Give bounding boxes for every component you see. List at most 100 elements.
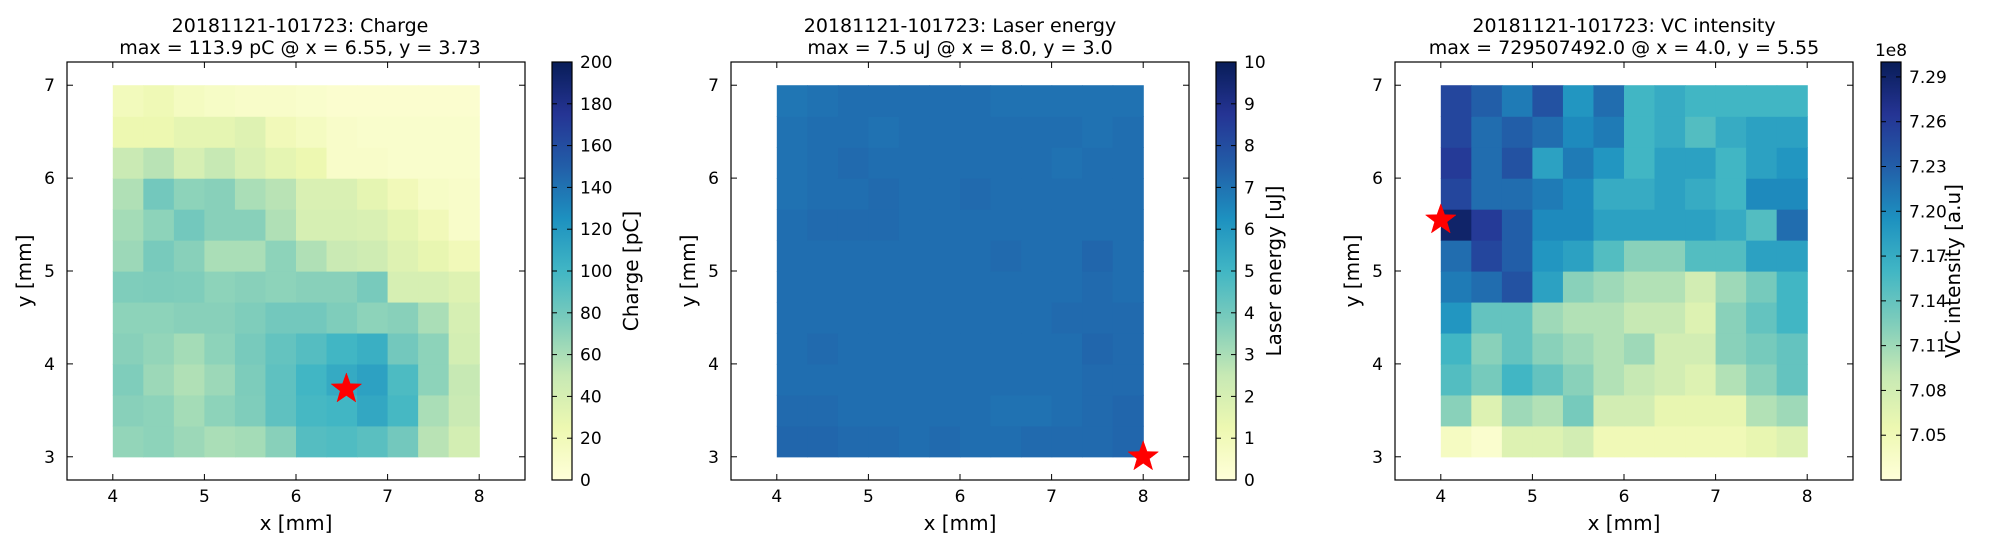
chart-title: 20181121-101723: Laser energy xyxy=(804,15,1116,37)
y-tick-label: 7 xyxy=(708,76,719,96)
heatmap-cell xyxy=(1746,85,1778,117)
heatmap-cell xyxy=(1715,240,1747,272)
heatmap-cell xyxy=(204,363,236,396)
heatmap-cell xyxy=(868,209,900,241)
y-axis-label: y [mm] xyxy=(1340,235,1364,308)
heatmap-cell xyxy=(1051,178,1083,210)
heatmap-cell xyxy=(837,301,869,334)
y-tick-label: 5 xyxy=(44,262,55,282)
heatmap-cell xyxy=(173,116,205,148)
heatmap-cell xyxy=(1654,240,1686,272)
heatmap-cell xyxy=(1685,240,1717,272)
colorbar-tick-label: 160 xyxy=(580,137,612,157)
heatmap-cell xyxy=(1021,240,1053,272)
heatmap-cell xyxy=(807,425,839,458)
heatmap-cell xyxy=(929,209,961,241)
heatmap-cell xyxy=(387,363,419,396)
heatmap-cell xyxy=(326,332,358,365)
heatmap-cell xyxy=(898,178,931,210)
heatmap-cell xyxy=(929,116,961,148)
heatmap-cell xyxy=(1654,85,1686,117)
heatmap-cell xyxy=(807,85,839,117)
heatmap-cell xyxy=(143,147,175,179)
heatmap-cell xyxy=(1471,332,1503,365)
heatmap-cell xyxy=(418,85,450,117)
heatmap-cell xyxy=(1624,425,1656,458)
heatmap-cell xyxy=(1746,240,1778,272)
x-tick-label: 6 xyxy=(955,487,966,507)
heatmap-cell xyxy=(1624,332,1656,365)
heatmap-cell xyxy=(776,394,808,427)
heatmap-cell xyxy=(776,178,808,210)
heatmap-cell xyxy=(1051,209,1083,241)
heatmap-cell xyxy=(234,178,267,210)
heatmap-cell xyxy=(960,116,992,148)
chart-subtitle: max = 113.9 pC @ x = 6.55, y = 3.73 xyxy=(119,37,480,59)
heatmap-cell xyxy=(837,425,869,458)
heatmap-cell xyxy=(1471,425,1503,458)
heatmap-cell xyxy=(1654,363,1686,396)
heatmap-cell xyxy=(1082,271,1114,303)
heatmap-cell xyxy=(776,240,808,272)
heatmap-cell xyxy=(1021,85,1053,117)
heatmap-cell xyxy=(234,85,267,117)
heatmap-cell xyxy=(1776,209,1808,241)
heatmap-cell xyxy=(112,363,144,396)
heatmap-cell xyxy=(1562,425,1595,458)
x-tick-label: 4 xyxy=(107,487,118,507)
heatmap-cell xyxy=(1562,301,1595,334)
heatmap-cell xyxy=(1440,394,1472,427)
heatmap-cell xyxy=(1112,271,1144,303)
heatmap-cell xyxy=(1776,240,1808,272)
heatmap-cell xyxy=(387,301,419,334)
heatmap-cell xyxy=(1112,116,1144,148)
heatmap-cell xyxy=(1440,425,1472,458)
heatmap-cell xyxy=(990,116,1022,148)
heatmap-cell xyxy=(1082,116,1114,148)
heatmap-cell xyxy=(1685,301,1717,334)
heatmap-cell xyxy=(173,240,205,272)
heatmap-cell xyxy=(326,271,358,303)
x-axis-label: x [mm] xyxy=(1588,511,1661,535)
heatmap-cell xyxy=(1715,332,1747,365)
heatmap-cell xyxy=(143,85,175,117)
heatmap-cell xyxy=(1471,85,1503,117)
heatmap-cell xyxy=(1562,147,1595,179)
heatmap-cell xyxy=(418,301,450,334)
heatmap-cell xyxy=(1532,209,1564,241)
y-tick-label: 6 xyxy=(1372,169,1383,189)
heatmap-cell xyxy=(1685,85,1717,117)
heatmap-cell xyxy=(296,147,328,179)
heatmap-cell xyxy=(1501,209,1533,241)
heatmap-cell xyxy=(1562,178,1595,210)
heatmap-cell xyxy=(807,178,839,210)
heatmap-cell xyxy=(1654,271,1686,303)
heatmap-cell xyxy=(1715,363,1747,396)
heatmap xyxy=(1440,85,1808,458)
heatmap-cell xyxy=(296,301,328,334)
heatmap-cell xyxy=(1776,394,1808,427)
heatmap-cell xyxy=(1776,271,1808,303)
heatmap-cell xyxy=(387,147,419,179)
heatmap-cell xyxy=(1746,116,1778,148)
heatmap-cell xyxy=(1112,363,1144,396)
heatmap-cell xyxy=(1112,301,1144,334)
heatmap-cell xyxy=(1021,394,1053,427)
heatmap-cell xyxy=(929,178,961,210)
heatmap-cell xyxy=(357,394,389,427)
heatmap-cell xyxy=(1440,116,1472,148)
heatmap-cell xyxy=(776,332,808,365)
heatmap-cell xyxy=(929,332,961,365)
colorbar-tick-label: 7.05 xyxy=(1909,426,1947,446)
heatmap-cell xyxy=(1112,209,1144,241)
colorbar-tick-label: 7.11 xyxy=(1909,337,1947,357)
heatmap-cell xyxy=(357,178,389,210)
colorbar-tick-label: 20 xyxy=(580,429,602,449)
heatmap-cell xyxy=(418,209,450,241)
heatmap-cell xyxy=(1715,301,1747,334)
colorbar-tick-label: 140 xyxy=(580,178,612,198)
chart-subtitle: max = 729507492.0 @ x = 4.0, y = 5.55 xyxy=(1429,37,1819,59)
heatmap-cell xyxy=(1112,85,1144,117)
heatmap-cell xyxy=(265,363,297,396)
heatmap-cell xyxy=(868,271,900,303)
